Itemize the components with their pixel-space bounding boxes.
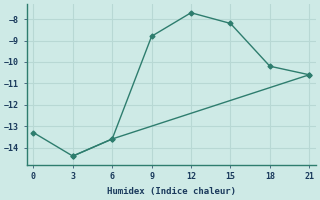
X-axis label: Humidex (Indice chaleur): Humidex (Indice chaleur) [107,187,236,196]
